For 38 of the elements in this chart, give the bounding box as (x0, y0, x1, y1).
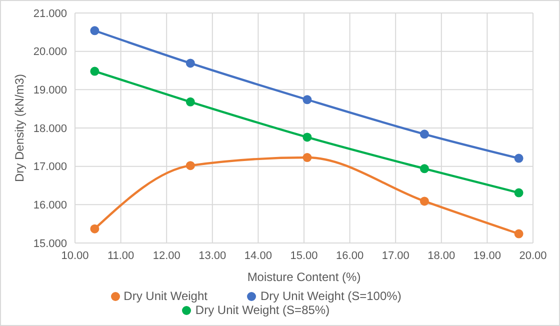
point (90, 26, 100, 36)
y-tick-label: 20.000 (33, 46, 67, 58)
y-tick-label: 16.000 (33, 200, 67, 212)
point (186, 58, 195, 68)
point (186, 161, 195, 170)
y-tick-label: 17.000 (33, 161, 67, 174)
point (420, 130, 429, 139)
point (90, 224, 100, 234)
point (302, 95, 312, 104)
x-tick-label: 11.00 (107, 250, 134, 262)
point (420, 164, 429, 174)
point (90, 66, 100, 76)
x-tick-label: 16.00 (336, 250, 364, 262)
y-tick-label: 21.000 (33, 8, 67, 20)
x-tick-label: 14.00 (244, 250, 272, 262)
x-tick-label: 20.00 (519, 250, 547, 262)
y-tick-label: 19.000 (33, 84, 67, 97)
x-tick-label: 17.00 (382, 250, 410, 262)
point (302, 132, 312, 142)
point (302, 153, 312, 162)
x-tick-label: 15.00 (290, 250, 318, 262)
legend-label: Dry Unit Weight (S=85%) (195, 303, 330, 317)
y-tick-label: 18.000 (33, 122, 67, 135)
x-tick-label: 18.00 (428, 250, 456, 262)
point (514, 229, 524, 238)
x-tick-label: 10.00 (61, 250, 89, 262)
x-tick-label: 13.00 (198, 250, 226, 262)
point (420, 196, 429, 206)
y-axis-title: Dry Density (kN/m3) (12, 74, 26, 182)
x-tick-label: 12.00 (152, 250, 180, 262)
point (514, 154, 524, 163)
legend-label: Dry Unit Weight (S=100%) (260, 289, 402, 303)
point (186, 97, 195, 106)
point (514, 188, 524, 198)
y-tick-label: 15.000 (33, 238, 67, 250)
x-tick-label: 19.00 (473, 250, 501, 262)
x-axis-title: Moisture Content (%) (247, 270, 361, 284)
legend-label: Dry Unit Weight (124, 289, 208, 303)
